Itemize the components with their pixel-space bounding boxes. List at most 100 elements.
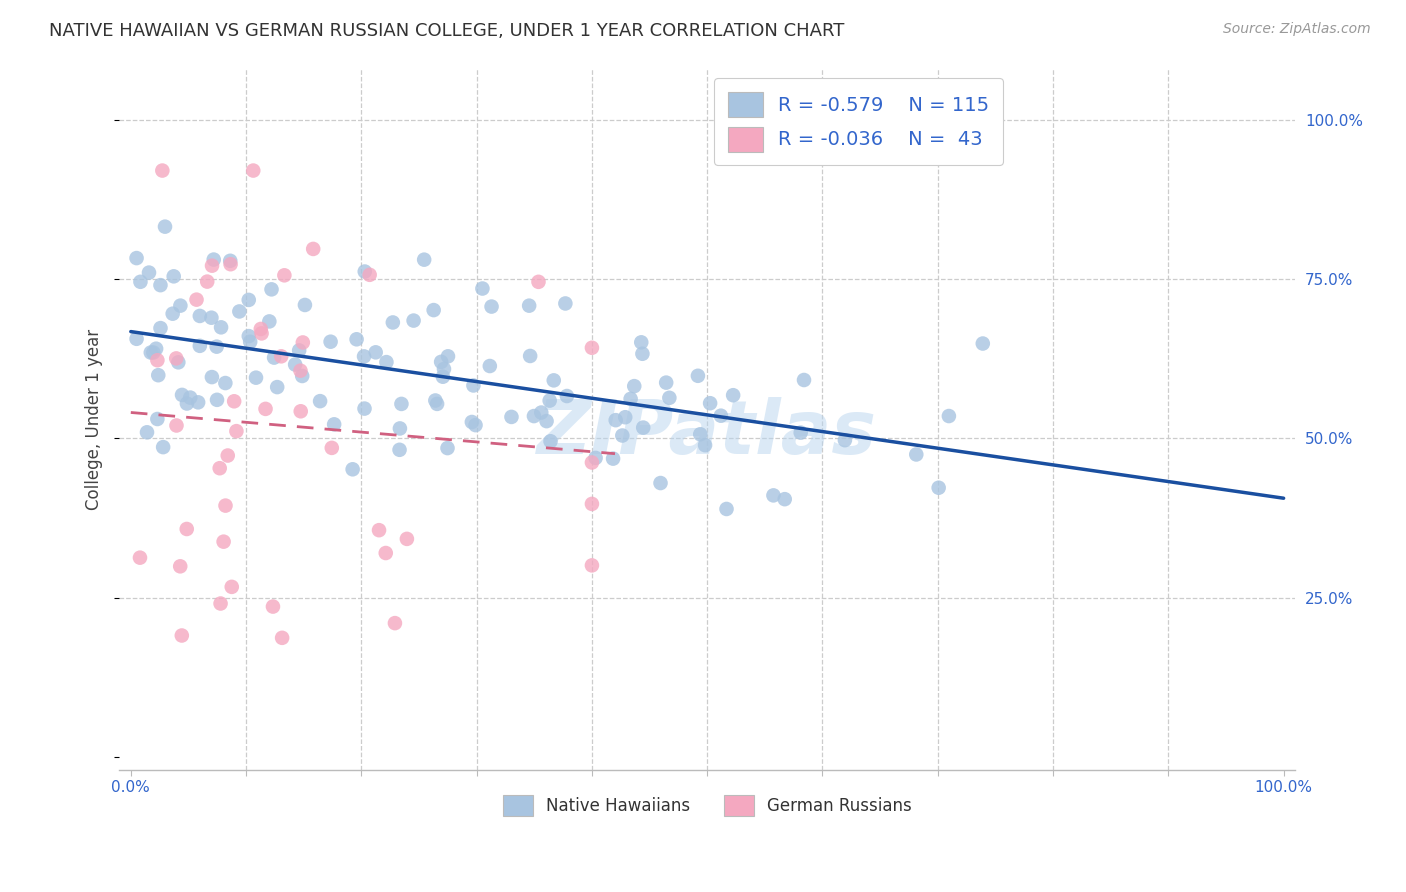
Point xyxy=(214,499,236,513)
Point xyxy=(388,421,411,435)
Point xyxy=(266,380,288,394)
Point xyxy=(620,392,643,406)
Point xyxy=(309,394,332,409)
Point xyxy=(228,304,250,318)
Point xyxy=(471,281,494,295)
Point xyxy=(905,447,928,461)
Point xyxy=(463,378,485,392)
Point xyxy=(631,347,654,361)
Point xyxy=(402,313,425,327)
Point xyxy=(602,451,624,466)
Point xyxy=(162,307,184,321)
Point xyxy=(319,334,342,349)
Point xyxy=(517,299,540,313)
Point xyxy=(201,370,224,384)
Point xyxy=(150,163,173,178)
Point xyxy=(342,462,364,476)
Point xyxy=(368,523,391,537)
Point xyxy=(430,355,453,369)
Point xyxy=(250,326,273,341)
Text: NATIVE HAWAIIAN VS GERMAN RUSSIAN COLLEGE, UNDER 1 YEAR CORRELATION CHART: NATIVE HAWAIIAN VS GERMAN RUSSIAN COLLEG… xyxy=(49,22,845,40)
Point xyxy=(221,580,243,594)
Point xyxy=(630,335,652,350)
Point xyxy=(302,242,325,256)
Point xyxy=(554,296,576,310)
Point xyxy=(225,424,247,438)
Point xyxy=(125,332,148,346)
Point xyxy=(202,252,225,267)
Point xyxy=(426,397,449,411)
Point xyxy=(540,434,562,449)
Point xyxy=(291,335,314,350)
Point xyxy=(169,299,191,313)
Point xyxy=(928,481,950,495)
Point xyxy=(271,631,294,645)
Point xyxy=(294,298,316,312)
Point xyxy=(273,268,295,283)
Point xyxy=(834,433,856,447)
Point xyxy=(538,393,561,408)
Point xyxy=(437,349,460,363)
Point xyxy=(323,417,346,432)
Point xyxy=(188,309,211,323)
Point xyxy=(239,334,262,349)
Point xyxy=(214,376,236,390)
Point xyxy=(388,442,411,457)
Point xyxy=(136,425,159,440)
Point xyxy=(250,322,273,336)
Point xyxy=(375,355,398,369)
Point xyxy=(176,522,198,536)
Text: ZIPatlas: ZIPatlas xyxy=(537,397,877,470)
Point xyxy=(288,343,311,358)
Point xyxy=(693,438,716,452)
Point xyxy=(195,275,218,289)
Point xyxy=(145,342,167,356)
Point xyxy=(290,404,312,418)
Point xyxy=(536,414,558,428)
Point xyxy=(176,396,198,410)
Point xyxy=(436,441,458,455)
Point xyxy=(374,546,396,560)
Point xyxy=(364,345,387,359)
Point xyxy=(530,406,553,420)
Point xyxy=(245,370,267,384)
Point xyxy=(146,353,169,368)
Point xyxy=(581,341,603,355)
Point xyxy=(353,401,375,416)
Point xyxy=(208,461,231,475)
Point xyxy=(523,409,546,423)
Point xyxy=(395,532,418,546)
Point xyxy=(270,349,292,363)
Point xyxy=(585,450,607,465)
Point xyxy=(188,339,211,353)
Point xyxy=(169,559,191,574)
Point xyxy=(425,393,447,408)
Point xyxy=(793,373,815,387)
Point xyxy=(519,349,541,363)
Point xyxy=(655,376,678,390)
Point xyxy=(170,388,193,402)
Point xyxy=(353,264,375,278)
Point xyxy=(614,410,637,425)
Y-axis label: College, Under 1 year: College, Under 1 year xyxy=(86,328,103,510)
Point xyxy=(612,428,634,442)
Point xyxy=(262,599,284,614)
Point xyxy=(658,391,681,405)
Point xyxy=(153,219,176,234)
Point xyxy=(146,412,169,426)
Point xyxy=(359,268,381,282)
Point xyxy=(205,340,228,354)
Point xyxy=(263,351,285,365)
Point xyxy=(689,427,711,442)
Text: Source: ZipAtlas.com: Source: ZipAtlas.com xyxy=(1223,22,1371,37)
Point xyxy=(201,259,224,273)
Point xyxy=(260,282,283,296)
Point xyxy=(543,373,565,387)
Point xyxy=(259,314,281,328)
Point xyxy=(129,275,152,289)
Point xyxy=(686,368,709,383)
Point xyxy=(938,409,960,423)
Point xyxy=(212,534,235,549)
Point xyxy=(650,476,672,491)
Point xyxy=(139,345,162,359)
